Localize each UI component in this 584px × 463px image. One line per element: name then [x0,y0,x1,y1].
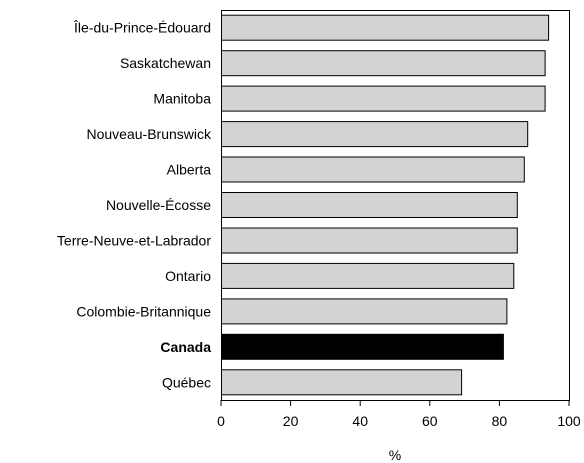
x-tick-label: 0 [217,413,225,429]
category-label: Terre-Neuve-et-Labrador [57,233,211,249]
bar-colombie-britannique [221,298,508,325]
category-label: Colombie-Britannique [76,303,211,319]
bars-group [221,14,550,396]
x-tick-label: 100 [557,413,581,429]
category-label: Saskatchewan [120,55,211,71]
bar-terre-neuve-et-labrador [221,227,518,254]
category-label: Canada [160,339,211,355]
bar-qu-bec [221,369,463,396]
bar--le-du-prince-douard [221,14,550,41]
bar-saskatchewan [221,50,546,77]
bar-nouvelle-cosse [221,192,518,218]
category-labels: Île-du-Prince-Édouard Saskatchewan Manitob… [57,20,212,391]
x-tick-label: 20 [283,413,299,429]
category-label: Nouvelle-Écosse [106,197,211,213]
x-tick-label: 60 [422,413,438,429]
bar-manitoba [221,85,546,112]
x-axis-title: % [389,447,401,463]
bar-nouveau-brunswick [221,121,529,148]
category-label: Île-du-Prince-Édouard [73,20,211,36]
category-label: Alberta [167,162,212,178]
bar-alberta [221,156,525,183]
category-label: Manitoba [153,91,211,107]
bar-canada [221,333,504,360]
category-label: Ontario [165,268,211,284]
x-tick-label: 80 [492,413,508,429]
category-label: Nouveau-Brunswick [87,126,212,142]
x-axis-ticks: 0 20 40 60 80 100 [217,400,581,429]
bar-ontario [221,262,515,289]
category-label: Québec [162,374,211,390]
plot-frame [221,10,570,401]
x-tick-label: 40 [352,413,368,429]
